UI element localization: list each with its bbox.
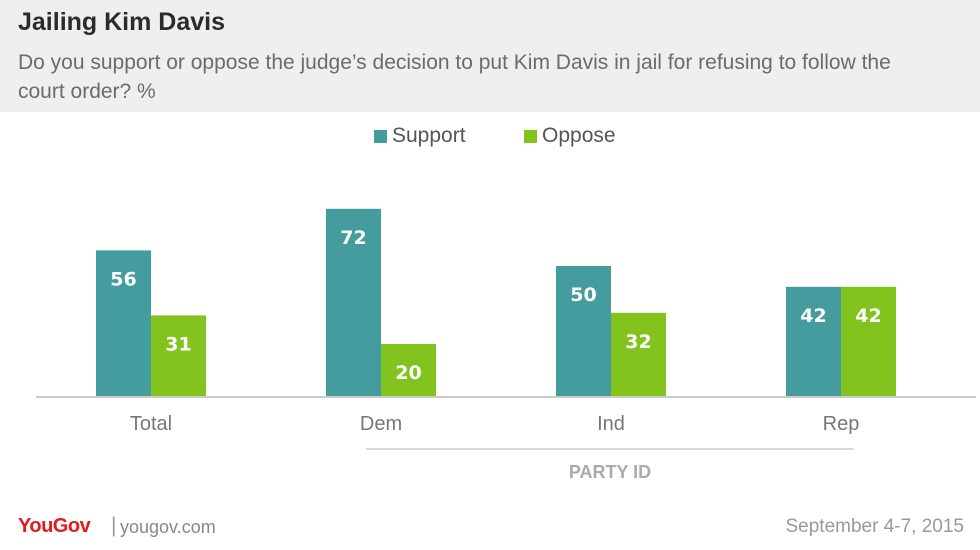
bar-oppose-dem xyxy=(381,344,436,396)
legend: Support Oppose xyxy=(0,122,980,150)
bar-support-total xyxy=(96,250,151,396)
footer-url: yougov.com xyxy=(120,517,216,537)
legend-swatch-support xyxy=(374,129,387,143)
x-tick-label-rep: Rep xyxy=(823,413,860,435)
data-label-oppose-dem: 20 xyxy=(395,362,421,384)
x-tick-label-total: Total xyxy=(130,413,172,435)
bar-oppose-ind xyxy=(611,312,666,396)
data-label-support-total: 56 xyxy=(110,268,136,290)
legend-swatch-oppose xyxy=(524,129,537,143)
yougov-logo: YouGov xyxy=(18,515,91,537)
data-label-support-dem: 72 xyxy=(340,227,366,249)
legend-item-support: Support xyxy=(374,122,466,150)
header-band: Jailing Kim Davis Do you support or oppo… xyxy=(0,0,980,112)
x-tick-label-dem: Dem xyxy=(360,413,402,435)
legend-label-oppose: Oppose xyxy=(542,124,616,147)
footer-date: September 4-7, 2015 xyxy=(785,516,964,537)
data-label-oppose-total: 31 xyxy=(165,333,191,355)
legend-item-oppose: Oppose xyxy=(524,122,616,150)
bar-support-ind xyxy=(556,266,611,396)
x-tick-label-ind: Ind xyxy=(597,413,625,435)
bar-support-rep xyxy=(786,286,841,396)
data-label-oppose-rep: 42 xyxy=(855,305,881,327)
data-label-support-rep: 42 xyxy=(800,305,826,327)
bar-oppose-total xyxy=(151,315,206,396)
chart-title: Jailing Kim Davis xyxy=(18,8,226,36)
data-label-support-ind: 50 xyxy=(570,284,596,306)
legend-label-support: Support xyxy=(392,124,466,147)
data-label-oppose-ind: 32 xyxy=(625,331,651,353)
chart-subtitle: Do you support or oppose the judge’s dec… xyxy=(18,51,891,103)
bar-support-dem xyxy=(326,208,381,396)
bar-chart: 56 31 Total 72 20 Dem 50 32 Ind 42 42 Rep PARTY ID xyxy=(36,208,976,482)
bar-oppose-rep xyxy=(841,286,896,396)
footer-separator: | xyxy=(111,514,117,537)
party-id-group-label: PARTY ID xyxy=(569,462,651,482)
